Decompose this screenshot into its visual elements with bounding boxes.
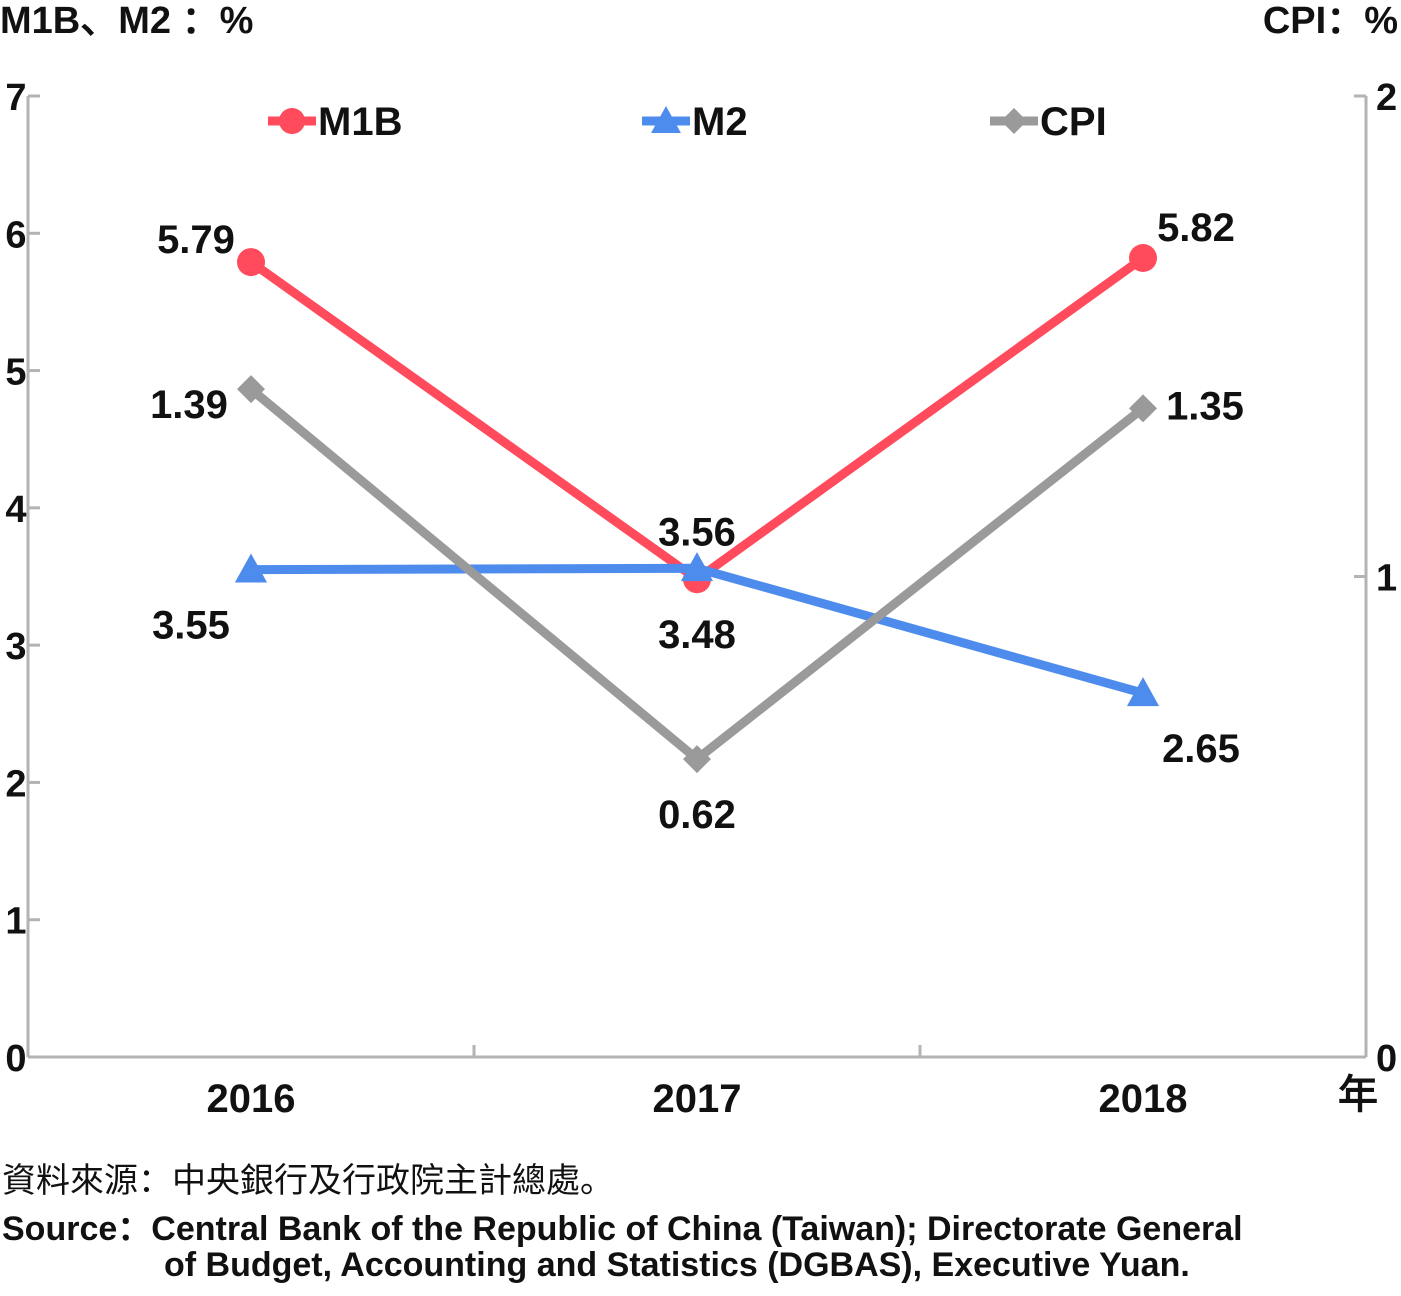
left-tick-label: 2 xyxy=(5,763,26,805)
left-tick-label: 1 xyxy=(5,901,26,943)
m1b-marker xyxy=(237,248,265,277)
m2-data-label: 2.65 xyxy=(1162,727,1240,771)
left-tick-label: 6 xyxy=(5,214,26,256)
right-tick-label: 2 xyxy=(1376,77,1397,119)
source-english-line2: of Budget, Accounting and Statistics (DG… xyxy=(164,1246,1190,1284)
cpi-data-label: 1.39 xyxy=(150,383,228,427)
right-axis-title: CPI：% xyxy=(1263,0,1398,42)
legend-marker-m1b xyxy=(279,108,305,134)
source-english-line1: Source：Central Bank of the Republic of C… xyxy=(2,1210,1243,1248)
m1b-marker xyxy=(1129,243,1157,272)
x-unit-label: 年 xyxy=(1338,1073,1378,1117)
m1b-data-label: 3.48 xyxy=(658,613,736,657)
m2-marker xyxy=(680,552,714,582)
m2-marker xyxy=(1126,677,1160,707)
left-tick-label: 3 xyxy=(5,626,26,668)
m2-data-label: 3.56 xyxy=(658,510,736,554)
line-chart: 0 1 2 3 4 5 6 7 0 1 2 2016 2017 2018 M1B、M2 ：% CPI：% 年 5… xyxy=(0,0,1398,1121)
x-tick-label: 2017 xyxy=(653,1077,742,1121)
m1b-data-label: 5.79 xyxy=(157,218,235,262)
m2-data-label: 3.55 xyxy=(152,604,230,648)
right-tick-label: 1 xyxy=(1376,558,1397,600)
legend-label-cpi: CPI xyxy=(1040,100,1107,144)
cpi-marker xyxy=(237,375,265,404)
cpi-marker xyxy=(683,745,711,774)
left-axis-title: M1B、M2 ：% xyxy=(0,0,253,42)
left-tick-label: 5 xyxy=(5,352,26,394)
m2-marker xyxy=(234,553,268,583)
legend-label-m1b: M1B xyxy=(318,100,402,144)
left-tick-label: 0 xyxy=(5,1038,26,1080)
right-tick-label: 0 xyxy=(1376,1038,1397,1080)
legend-marker-m2 xyxy=(651,106,681,133)
source-chinese: 資料來源：中央銀行及行政院主計總處。 xyxy=(2,1162,614,1200)
left-tick-label: 7 xyxy=(5,77,26,119)
legend-marker-cpi xyxy=(1001,108,1027,134)
legend-item-m2: M2 xyxy=(642,100,748,144)
legend-label-m2: M2 xyxy=(692,100,748,144)
left-tick-label: 4 xyxy=(5,489,26,531)
legend-item-cpi: CPI xyxy=(990,100,1107,144)
cpi-data-label: 1.35 xyxy=(1166,384,1244,428)
cpi-marker xyxy=(1129,394,1157,423)
m1b-data-label: 5.82 xyxy=(1157,206,1235,250)
legend-item-m1b: M1B xyxy=(268,100,402,144)
x-tick-label: 2018 xyxy=(1099,1077,1188,1121)
x-tick-label: 2016 xyxy=(207,1077,296,1121)
cpi-data-label: 0.62 xyxy=(658,793,736,837)
